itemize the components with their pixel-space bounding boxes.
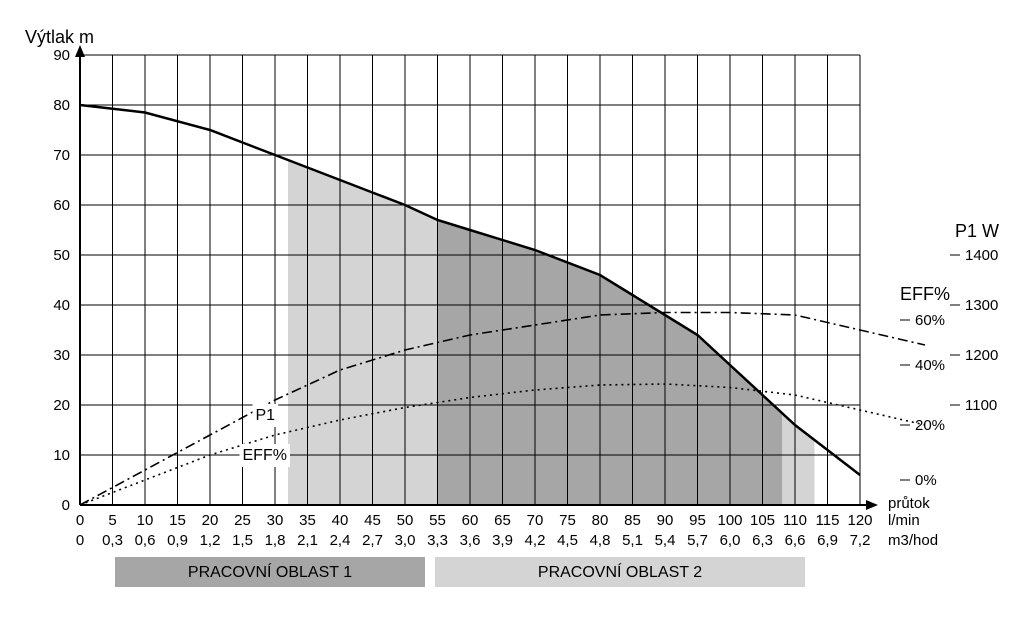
y-tick-label: 10 [53,447,70,464]
x-tick-label-lmin: 5 [108,512,116,529]
x-tick-label-lmin: 55 [429,512,446,529]
x-tick-label-m3h: 1,2 [200,532,221,549]
x-tick-label-lmin: 100 [717,512,742,529]
y-tick-label: 30 [53,347,70,364]
x-tick-label-lmin: 30 [267,512,284,529]
x-tick-label-lmin: 45 [364,512,381,529]
y-tick-label: 50 [53,247,70,264]
x-tick-label-lmin: 20 [202,512,219,529]
y-tick-label: 70 [53,147,70,164]
x-tick-label-m3h: 2,7 [362,532,383,549]
x-tick-label-m3h: 0,9 [167,532,188,549]
x-tick-label-m3h: 4,8 [590,532,611,549]
x-tick-label-lmin: 0 [76,512,84,529]
x-tick-label-m3h: 0,6 [135,532,156,549]
x-tick-label-m3h: 0,3 [102,532,123,549]
x-axis-label-flow: průtok [888,495,930,512]
eff-tick-label: 20% [915,417,945,434]
legend-region-1-label: PRACOVNÍ OBLAST 1 [188,562,352,581]
x-tick-label-lmin: 105 [750,512,775,529]
x-tick-label-m3h: 2,4 [330,532,351,549]
x-tick-label-lmin: 10 [137,512,154,529]
x-tick-label-lmin: 75 [559,512,576,529]
x-tick-label-m3h: 6,3 [752,532,773,549]
x-tick-label-lmin: 90 [657,512,674,529]
x-tick-label-m3h: 4,2 [525,532,546,549]
x-tick-label-lmin: 80 [592,512,609,529]
y-tick-label: 40 [53,297,70,314]
p1-curve-label: P1 [256,407,276,424]
x-axis-label-m3h: m3/hod [888,532,938,549]
x-tick-label-lmin: 25 [234,512,251,529]
x-tick-label-m3h: 5,4 [655,532,676,549]
x-tick-label-lmin: 65 [494,512,511,529]
x-tick-label-m3h: 1,5 [232,532,253,549]
x-tick-label-m3h: 3,6 [460,532,481,549]
y-tick-label: 0 [62,497,70,514]
p1-tick-label: 1300 [965,297,998,314]
x-tick-label-lmin: 120 [847,512,872,529]
x-tick-label-m3h: 6,9 [817,532,838,549]
x-tick-label-lmin: 95 [689,512,706,529]
x-axis-arrow [866,500,878,510]
x-tick-label-lmin: 115 [816,512,840,529]
y-axis-title: Výtlak m [25,27,94,47]
p1-axis-title: P1 W [955,221,999,241]
eff-tick-label: 0% [915,472,937,489]
x-tick-label-lmin: 110 [783,512,807,529]
eff-tick-label: 40% [915,357,945,374]
x-tick-label-m3h: 4,5 [557,532,578,549]
p1-tick-label: 1200 [965,347,998,364]
x-tick-label-lmin: 40 [332,512,349,529]
x-tick-label-m3h: 3,0 [395,532,416,549]
x-tick-label-lmin: 60 [462,512,479,529]
x-tick-label-m3h: 7,2 [850,532,871,549]
x-tick-label-lmin: 85 [624,512,641,529]
x-tick-label-m3h: 3,9 [492,532,513,549]
x-tick-label-m3h: 3,3 [427,532,448,549]
x-tick-label-lmin: 35 [299,512,316,529]
y-tick-label: 90 [53,47,70,64]
eff-curve-label: EFF% [243,447,287,464]
eff-axis-title: EFF% [900,284,950,304]
x-tick-label-m3h: 6,6 [785,532,806,549]
eff-tick-label: 60% [915,312,945,329]
x-tick-label-m3h: 5,1 [622,532,643,549]
x-tick-label-lmin: 50 [397,512,414,529]
x-tick-label-m3h: 0 [76,532,84,549]
y-tick-label: 80 [53,97,70,114]
pump-performance-chart: 0 10 20 30 40 50 60 70 80 90 0 5 10 15 20 25 30 35 40 45 50 5… [20,20,1004,615]
x-tick-label-m3h: 1,8 [265,532,286,549]
x-tick-label-m3h: 5,7 [687,532,708,549]
p1-tick-label: 1100 [965,397,997,414]
x-tick-label-lmin: 70 [527,512,544,529]
x-tick-label-m3h: 2,1 [297,532,318,549]
x-tick-label-lmin: 15 [169,512,186,529]
legend-region-2-label: PRACOVNÍ OBLAST 2 [538,562,702,581]
x-tick-label-m3h: 6,0 [720,532,741,549]
y-tick-label: 20 [53,397,70,414]
p1-tick-label: 1400 [965,247,998,264]
y-tick-label: 60 [53,197,70,214]
x-axis-label-lmin: l/min [888,512,920,529]
